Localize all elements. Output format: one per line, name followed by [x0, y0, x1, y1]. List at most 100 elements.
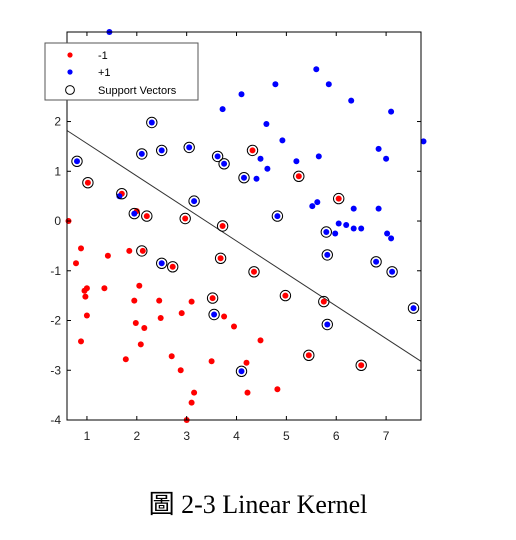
data-point-pos	[315, 153, 322, 160]
data-point-neg	[169, 263, 176, 270]
figure-caption: 圖 2-3 Linear Kernel	[148, 490, 368, 519]
y-tick-label: -1	[50, 264, 61, 278]
data-point-pos	[350, 205, 357, 212]
data-point-pos	[313, 66, 320, 73]
support-vector-marker	[208, 308, 220, 321]
legend-label-neg: -1	[98, 50, 108, 62]
data-point-pos	[263, 121, 270, 127]
data-point-pos	[410, 305, 417, 312]
data-point-neg	[104, 252, 111, 259]
data-point-neg	[137, 341, 144, 348]
x-tick-label: 2	[133, 429, 140, 443]
data-point-pos	[388, 108, 395, 115]
legend-label-pos: +1	[98, 67, 111, 79]
data-point-neg	[136, 282, 143, 289]
data-point-neg	[78, 245, 84, 252]
y-tick-label: -4	[50, 413, 61, 427]
support-vector-marker	[246, 144, 259, 157]
data-point-pos	[348, 97, 355, 104]
support-vector-marker	[386, 266, 398, 278]
data-point-pos	[257, 155, 264, 162]
support-vector-marker	[333, 192, 345, 205]
data-point-neg	[219, 223, 226, 229]
data-point-neg	[320, 298, 327, 305]
legend-marker-pos	[67, 69, 73, 75]
data-point-pos	[131, 210, 138, 217]
data-point-neg	[82, 293, 89, 300]
data-point-neg	[168, 353, 175, 360]
support-vector-marker	[238, 172, 250, 184]
x-tick-label: 6	[333, 429, 340, 443]
data-point-neg	[139, 247, 146, 254]
y-tick-label: 0	[54, 214, 61, 228]
data-point-pos	[293, 158, 300, 165]
support-vector-marker	[218, 158, 230, 170]
data-point-pos	[264, 165, 271, 172]
data-point-neg	[101, 285, 108, 292]
data-point-neg	[282, 292, 289, 299]
data-point-neg	[126, 247, 133, 254]
y-tick-label: 2	[54, 115, 61, 129]
data-point-neg	[251, 268, 257, 275]
support-vector-marker	[211, 150, 224, 163]
data-point-neg	[249, 147, 256, 154]
support-vector-marker	[318, 295, 330, 308]
support-vector-marker	[293, 170, 305, 183]
data-point-pos	[323, 229, 330, 235]
support-vector-marker	[303, 349, 315, 361]
data-point-neg	[221, 313, 228, 320]
data-point-pos	[384, 230, 391, 237]
x-tick-label: 4	[233, 429, 240, 443]
data-point-neg	[132, 320, 139, 326]
data-point-pos	[383, 155, 390, 162]
data-point-pos	[274, 213, 281, 220]
data-point-neg	[335, 195, 342, 202]
data-point-neg	[83, 312, 90, 319]
data-point-neg	[274, 386, 281, 393]
support-vector-marker	[320, 226, 332, 238]
support-vector-marker	[321, 318, 333, 331]
data-point-neg	[305, 352, 312, 359]
data-point-pos	[350, 225, 357, 232]
data-point-neg	[209, 295, 216, 302]
data-point-pos	[74, 158, 80, 165]
data-point-neg	[257, 337, 264, 344]
support-vector-marker	[355, 359, 367, 371]
support-vector-marker	[407, 302, 420, 314]
data-point-pos	[191, 198, 198, 205]
legend: -1 +1 Support Vectors	[44, 42, 199, 101]
data-point-neg	[84, 179, 91, 186]
data-point-pos	[373, 258, 380, 265]
support-vector-marker	[136, 245, 148, 257]
data-point-neg	[178, 310, 185, 317]
data-point-pos	[343, 222, 350, 228]
support-vector-marker	[156, 144, 168, 157]
support-vector-marker	[235, 365, 248, 377]
data-point-neg	[177, 367, 184, 374]
data-point-neg	[358, 362, 365, 369]
decision-boundary-line	[66, 130, 422, 362]
data-point-pos	[389, 268, 396, 275]
points-layer	[65, 29, 427, 423]
data-point-pos	[186, 144, 193, 151]
support-vector-marker	[271, 210, 284, 222]
data-point-neg	[191, 389, 198, 396]
data-point-pos	[272, 81, 279, 88]
data-point-pos	[241, 174, 247, 181]
data-point-neg	[141, 325, 148, 331]
support-vector-marker	[248, 266, 260, 278]
data-point-pos	[358, 225, 365, 232]
support-vector-marker	[214, 252, 227, 264]
data-point-pos	[253, 175, 260, 182]
x-tick-label: 1	[84, 429, 91, 443]
data-point-neg	[73, 260, 79, 267]
support-vector-marker	[206, 292, 219, 304]
y-tick-label: 1	[54, 164, 61, 178]
data-point-pos	[332, 230, 339, 237]
data-point-neg	[131, 297, 138, 304]
data-point-neg	[143, 213, 150, 220]
legend-marker-neg	[67, 52, 73, 58]
data-point-pos	[279, 137, 286, 144]
data-point-neg	[156, 297, 163, 304]
y-tick-label: -3	[50, 363, 61, 377]
